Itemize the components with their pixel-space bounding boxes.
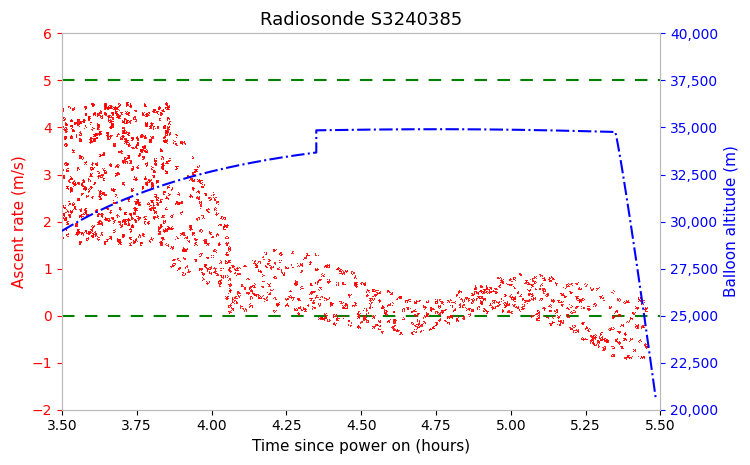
X-axis label: Time since power on (hours): Time since power on (hours) — [252, 439, 470, 454]
Y-axis label: Balloon altitude (m): Balloon altitude (m) — [724, 146, 739, 298]
Y-axis label: Ascent rate (m/s): Ascent rate (m/s) — [11, 155, 26, 288]
Title: Radiosonde S3240385: Radiosonde S3240385 — [260, 11, 462, 29]
